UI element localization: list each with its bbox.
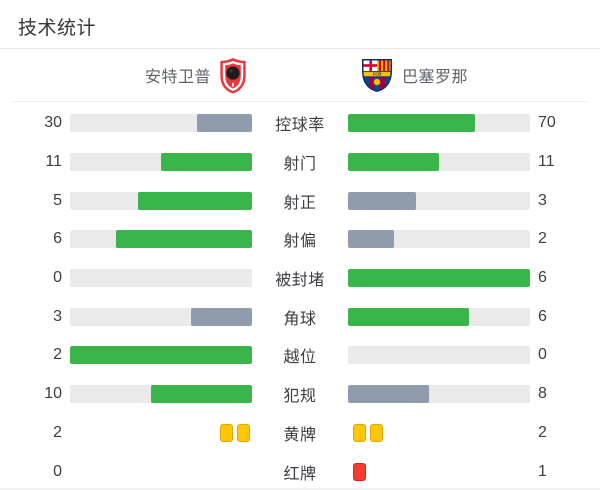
team-away: FCB 巴塞罗那 xyxy=(300,57,600,93)
panel-header: 技术统计 xyxy=(0,0,600,49)
away-bar-fill xyxy=(348,153,439,172)
away-bar xyxy=(348,346,530,365)
stat-row-corners: 3 角球 6 xyxy=(0,297,600,336)
away-card-icons xyxy=(353,423,383,442)
svg-text:FCB: FCB xyxy=(373,72,382,77)
away-team-name: 巴塞罗那 xyxy=(402,69,469,86)
home-bar-fill xyxy=(191,307,252,326)
away-bar xyxy=(348,230,530,249)
yellow-card-icon xyxy=(370,423,383,442)
home-cards xyxy=(70,463,252,481)
away-bar-fill xyxy=(348,307,470,326)
home-bar-fill xyxy=(70,346,252,365)
away-value: 8 xyxy=(538,385,547,403)
away-value: 6 xyxy=(538,307,547,325)
stat-label: 犯规 xyxy=(283,388,317,406)
stat-row-red-cards: 0 红牌 1 xyxy=(0,452,600,490)
home-bar xyxy=(70,346,252,365)
away-value: 2 xyxy=(538,423,547,441)
home-bar xyxy=(70,385,252,404)
home-bar-fill xyxy=(150,385,252,404)
stat-row-possession: 30 控球率 70 xyxy=(0,104,600,143)
away-value: 11 xyxy=(538,153,555,171)
home-value: 3 xyxy=(53,307,62,325)
antwerp-crest-icon xyxy=(220,57,246,94)
stat-label: 控球率 xyxy=(275,117,325,135)
away-bar xyxy=(348,385,530,404)
stat-row-yellow-cards: 2 黄牌 2 xyxy=(0,414,600,453)
bottom-divider xyxy=(0,488,600,490)
stat-label: 射偏 xyxy=(283,233,317,251)
stat-row-fouls: 10 犯规 8 xyxy=(0,375,600,414)
away-bar xyxy=(348,114,530,133)
header-divider xyxy=(12,101,588,102)
home-value: 30 xyxy=(44,114,62,132)
home-value: 0 xyxy=(53,462,62,480)
home-cards xyxy=(70,423,252,442)
away-value: 1 xyxy=(538,462,547,480)
away-cards xyxy=(348,462,530,481)
team-header: 安特卫普 xyxy=(0,49,600,101)
away-bar-fill xyxy=(348,191,417,210)
home-bar-fill xyxy=(197,114,252,133)
away-bar-fill xyxy=(348,114,476,133)
home-value: 0 xyxy=(53,269,62,287)
home-bar-fill xyxy=(115,230,252,249)
home-card-icons xyxy=(220,423,250,442)
home-value: 6 xyxy=(53,230,62,248)
stats-list: 30 控球率 70 11 射门 11 5 射正 3 6 射偏 2 xyxy=(0,102,600,490)
stat-row-shots-off-target: 6 射偏 2 xyxy=(0,220,600,259)
yellow-card-icon xyxy=(237,423,250,442)
home-value: 2 xyxy=(53,346,62,364)
away-bar-fill xyxy=(348,230,394,249)
home-bar xyxy=(70,269,252,288)
stat-label: 射正 xyxy=(283,194,317,212)
away-bar xyxy=(348,153,530,172)
away-bar xyxy=(348,269,530,288)
home-bar-fill xyxy=(138,191,252,210)
stat-row-offsides: 2 越位 0 xyxy=(0,336,600,375)
home-bar xyxy=(70,307,252,326)
barcelona-crest-icon: FCB xyxy=(362,59,392,92)
home-bar xyxy=(70,191,252,210)
red-card-icon xyxy=(353,462,366,481)
yellow-card-icon xyxy=(220,423,233,442)
page-title: 技术统计 xyxy=(18,17,97,39)
stat-row-blocked: 0 被封堵 6 xyxy=(0,259,600,298)
home-value: 5 xyxy=(53,191,62,209)
away-bar-fill xyxy=(348,269,530,288)
stat-label: 角球 xyxy=(283,310,317,328)
away-card-icons xyxy=(353,462,366,481)
away-value: 0 xyxy=(538,346,547,364)
home-value: 11 xyxy=(45,153,62,171)
home-value: 2 xyxy=(53,423,62,441)
away-bar xyxy=(348,307,530,326)
home-bar xyxy=(70,114,252,133)
away-value: 3 xyxy=(538,191,547,209)
stat-label: 射门 xyxy=(283,156,317,174)
stat-row-shots: 11 射门 11 xyxy=(0,143,600,182)
away-value: 2 xyxy=(538,230,547,248)
away-cards xyxy=(348,423,530,442)
home-value: 10 xyxy=(44,385,62,403)
away-value: 70 xyxy=(538,114,556,132)
away-bar-fill xyxy=(348,385,429,404)
home-team-name: 安特卫普 xyxy=(144,69,211,86)
team-home: 安特卫普 xyxy=(0,57,300,94)
stat-label: 黄牌 xyxy=(283,426,317,444)
home-bar xyxy=(70,230,252,249)
home-bar-fill xyxy=(161,153,252,172)
away-value: 6 xyxy=(538,269,547,287)
stat-label: 红牌 xyxy=(283,465,317,483)
yellow-card-icon xyxy=(353,423,366,442)
home-bar xyxy=(70,153,252,172)
stat-label: 越位 xyxy=(283,349,317,367)
away-bar xyxy=(348,191,530,210)
stat-row-shots-on-target: 5 射正 3 xyxy=(0,181,600,220)
stat-label: 被封堵 xyxy=(275,272,325,290)
